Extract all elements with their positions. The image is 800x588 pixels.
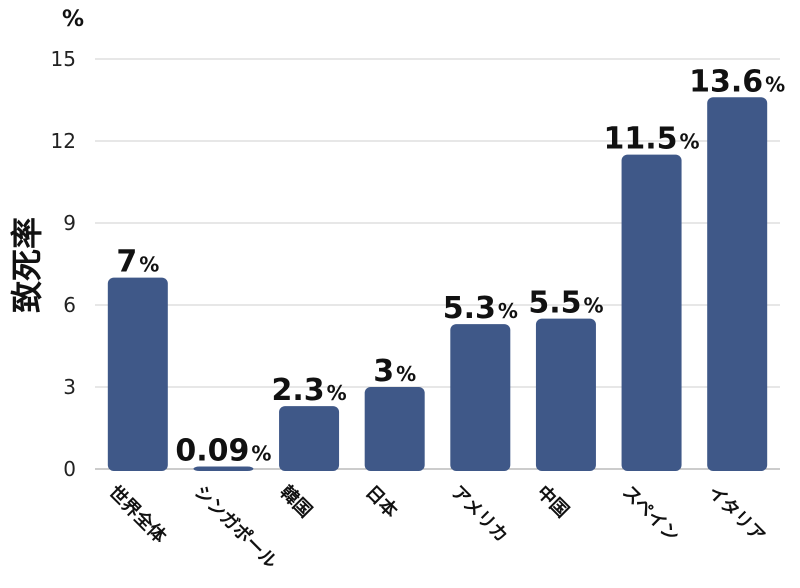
y-tick-label: 12	[51, 129, 76, 153]
y-unit-label: %	[62, 7, 84, 32]
data-label: 5.5%	[528, 286, 603, 321]
bar	[193, 466, 254, 471]
category-label: 韓国	[276, 481, 317, 522]
bar	[107, 277, 168, 471]
data-label: 2.3%	[271, 373, 346, 408]
bar	[707, 97, 768, 472]
y-tick-label: 3	[63, 375, 76, 399]
bar	[364, 387, 425, 471]
y-axis-title: 致死率	[8, 217, 46, 313]
bar	[279, 406, 340, 471]
data-label: 13.6%	[689, 64, 785, 99]
category-label: 日本	[361, 481, 402, 522]
y-tick-label: 15	[51, 47, 76, 71]
data-labels: 7 % 0.09 %2.3 % 3 % 5.3% 5.5 % 11.5 % 13.6%	[116, 64, 785, 468]
data-label: 0.09%	[175, 434, 271, 469]
bar	[450, 324, 511, 471]
y-tick-label: 0	[63, 457, 76, 481]
category-label: 世界全体	[104, 481, 171, 548]
bars	[107, 97, 768, 472]
data-label: 5.3%	[443, 291, 518, 326]
category-label: スペイン	[618, 482, 683, 547]
data-label: 7%	[116, 245, 159, 280]
category-label: イタリア	[704, 482, 769, 547]
category-label: アメリカ	[447, 482, 512, 547]
y-tick-label: 6	[63, 293, 76, 317]
data-label: 3%	[373, 354, 416, 389]
category-label: シンガポール	[190, 481, 282, 573]
y-tick-label: 9	[63, 211, 76, 235]
y-tick-labels: 0 3 6 9 12 15	[51, 47, 76, 481]
bar	[621, 154, 682, 471]
data-label: 11.5%	[604, 122, 700, 157]
category-label: 中国	[532, 481, 573, 522]
bar	[535, 318, 596, 471]
